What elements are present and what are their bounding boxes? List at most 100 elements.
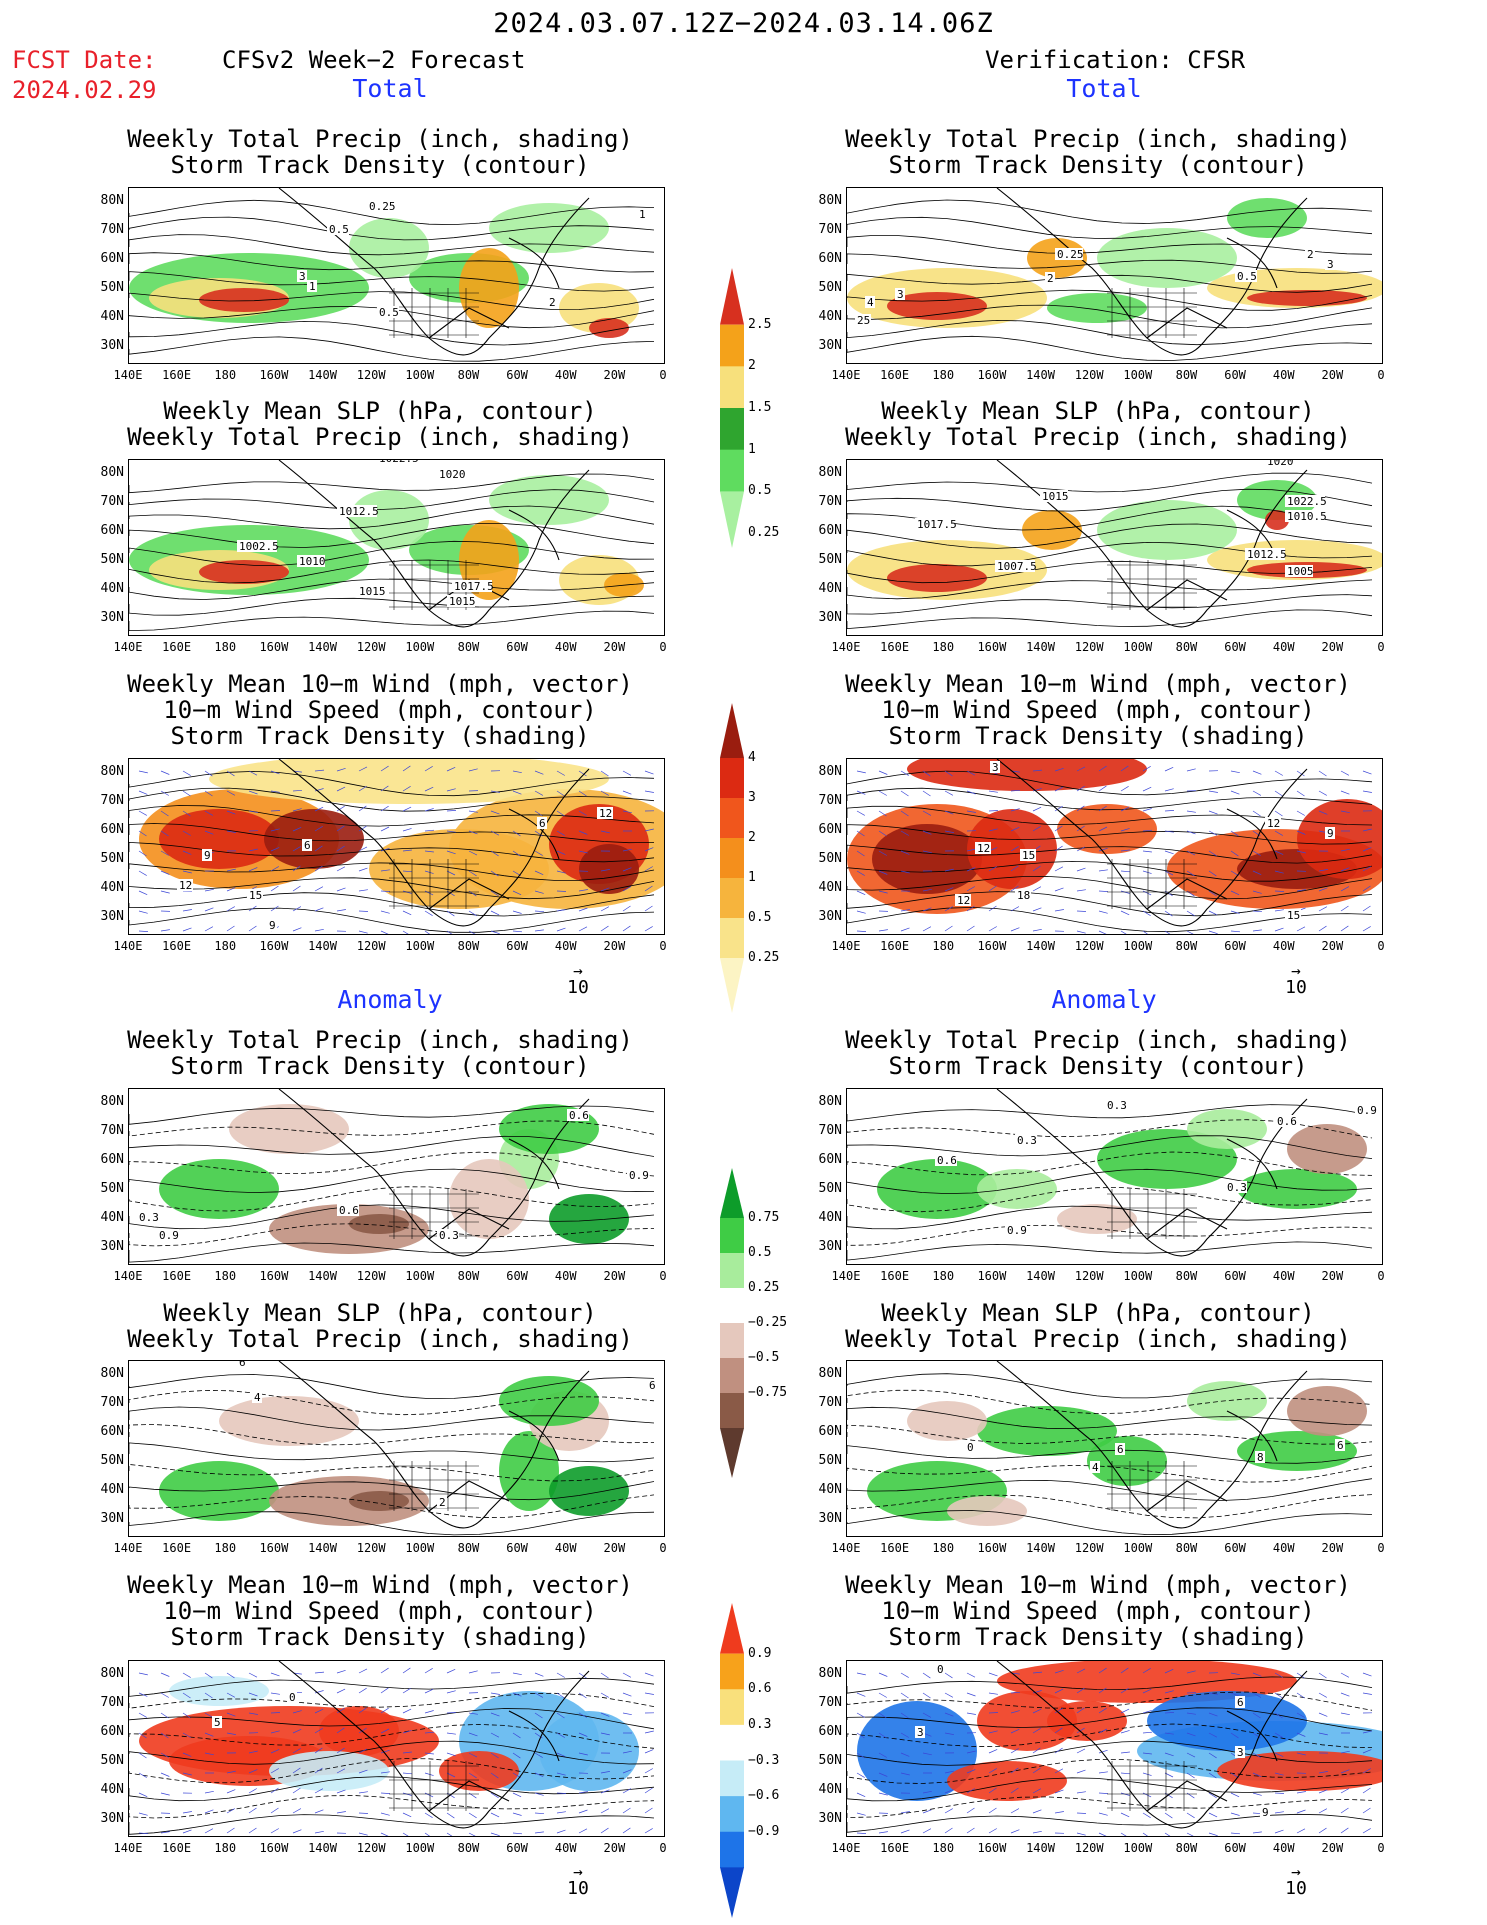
lon-tick-label: 140W xyxy=(308,640,337,654)
contour-value-label: 1020 xyxy=(437,468,466,481)
figure-title: 2024.03.07.12Z−2024.03.14.06Z xyxy=(493,8,994,39)
wind-vector xyxy=(1076,805,1085,812)
wind-vector xyxy=(380,1812,390,1816)
wind-vector xyxy=(1252,1712,1261,1719)
contour-line xyxy=(847,253,1373,274)
svg-text:0.3: 0.3 xyxy=(1017,1134,1037,1147)
lat-tick-label: 30N xyxy=(818,610,842,625)
svg-text:12: 12 xyxy=(599,807,612,820)
lon-tick-label: 60W xyxy=(1224,1541,1246,1555)
wind-vector xyxy=(856,850,865,857)
wind-vector xyxy=(358,889,368,892)
wind-vector xyxy=(314,1767,323,1774)
lat-tick-label: 80N xyxy=(100,764,124,779)
svg-text:0.6: 0.6 xyxy=(1277,1115,1297,1128)
wind-vector xyxy=(468,1812,477,1819)
wind-vector xyxy=(424,1812,433,1818)
map-field-L5: 6 4 2 6 xyxy=(129,1361,657,1536)
wind-vector xyxy=(1230,850,1239,857)
contour-value-label: 15 xyxy=(1020,849,1036,862)
contour-value-label: 15 xyxy=(247,889,263,902)
wind-vector xyxy=(1120,930,1127,934)
vector-ref-L6: → 10 xyxy=(567,1862,589,1900)
wind-vector xyxy=(468,768,478,772)
contour-value-label: 0.9 xyxy=(157,1229,179,1242)
wind-vector xyxy=(966,1672,976,1678)
right-anomaly-label: Anomaly xyxy=(1051,985,1157,1014)
svg-text:1015: 1015 xyxy=(449,595,476,608)
contour-line xyxy=(847,1241,1373,1261)
wind-vector xyxy=(248,867,258,872)
wind-vector xyxy=(1186,768,1196,772)
wind-vector xyxy=(270,885,279,892)
wind-vector xyxy=(490,850,499,857)
contour-line xyxy=(129,199,655,226)
wind-vector xyxy=(204,1692,213,1699)
wind-vector xyxy=(1076,1707,1085,1714)
map-field-R6: 0 6 3 3 9 xyxy=(847,1661,1382,1836)
wind-vector xyxy=(1010,826,1020,832)
lon-tick-label: 180 xyxy=(932,368,955,382)
wind-vector xyxy=(182,1732,191,1738)
svg-text:1020: 1020 xyxy=(1267,460,1294,468)
wind-vector xyxy=(1054,887,1064,892)
wind-vector xyxy=(1120,765,1129,772)
colorbar-swatch xyxy=(720,366,744,409)
wind-vector xyxy=(270,847,280,852)
wind-vector xyxy=(512,790,522,795)
lon-tick-label: 160E xyxy=(880,368,910,382)
wind-vector xyxy=(644,790,654,793)
wind-vector xyxy=(182,770,191,776)
wind-vector xyxy=(1208,930,1218,934)
wind-vector xyxy=(556,870,566,874)
wind-vector xyxy=(358,1769,368,1774)
lon-tick-label: 20W xyxy=(603,1841,626,1855)
wind-vector xyxy=(1120,806,1130,812)
wind-vector xyxy=(1098,1687,1107,1694)
svg-text:4: 4 xyxy=(1092,1461,1099,1474)
lon-tick-label: 60W xyxy=(506,1841,528,1855)
wind-vector xyxy=(556,909,566,912)
wind-vector xyxy=(1252,1692,1262,1698)
wind-vector xyxy=(446,1668,456,1674)
wind-vector xyxy=(336,805,345,812)
wind-vector xyxy=(380,930,389,934)
shading-region xyxy=(1187,1109,1267,1149)
svg-text:18: 18 xyxy=(1017,889,1030,902)
colorbar-label: 1 xyxy=(748,441,756,457)
wind-vector xyxy=(512,850,521,857)
wind-vector xyxy=(468,930,476,934)
wind-vector xyxy=(622,848,632,852)
wind-vector xyxy=(556,890,567,892)
wind-vector xyxy=(1318,1771,1328,1774)
wind-vector xyxy=(402,1688,411,1694)
lat-tick-label: 80N xyxy=(818,1366,842,1381)
contour-value-label: 0.6 xyxy=(935,1154,957,1167)
lon-tick-label: 20W xyxy=(1321,368,1344,382)
wind-vector xyxy=(292,927,302,932)
wind-vector xyxy=(944,770,953,777)
contour-value-label: 4 xyxy=(865,296,875,309)
wind-vector xyxy=(1142,829,1153,832)
lon-tick-label: 160W xyxy=(977,1841,1007,1855)
lat-tick-label: 70N xyxy=(100,1695,124,1710)
wind-vector xyxy=(1274,1712,1283,1719)
wind-vector xyxy=(1186,810,1196,813)
wind-vector xyxy=(966,925,975,932)
shading-region xyxy=(1287,1386,1367,1436)
wind-vector xyxy=(988,1749,998,1754)
wind-vector xyxy=(1010,1691,1021,1694)
wind-vector xyxy=(446,810,457,812)
lat-tick-label: 80N xyxy=(100,193,124,208)
lon-tick-label: 160W xyxy=(977,1269,1007,1283)
contour-value-label: 15 xyxy=(1285,909,1301,922)
shading-region xyxy=(199,288,289,312)
wind-vector xyxy=(1318,1789,1328,1794)
lat-tick-label: 70N xyxy=(100,222,124,237)
wind-vector xyxy=(468,1670,478,1674)
wind-vector xyxy=(1230,890,1240,896)
contour-line xyxy=(129,1677,655,1697)
wind-vector xyxy=(1098,1728,1108,1734)
wind-vector xyxy=(534,850,543,856)
svg-text:0.9: 0.9 xyxy=(1007,1224,1027,1237)
